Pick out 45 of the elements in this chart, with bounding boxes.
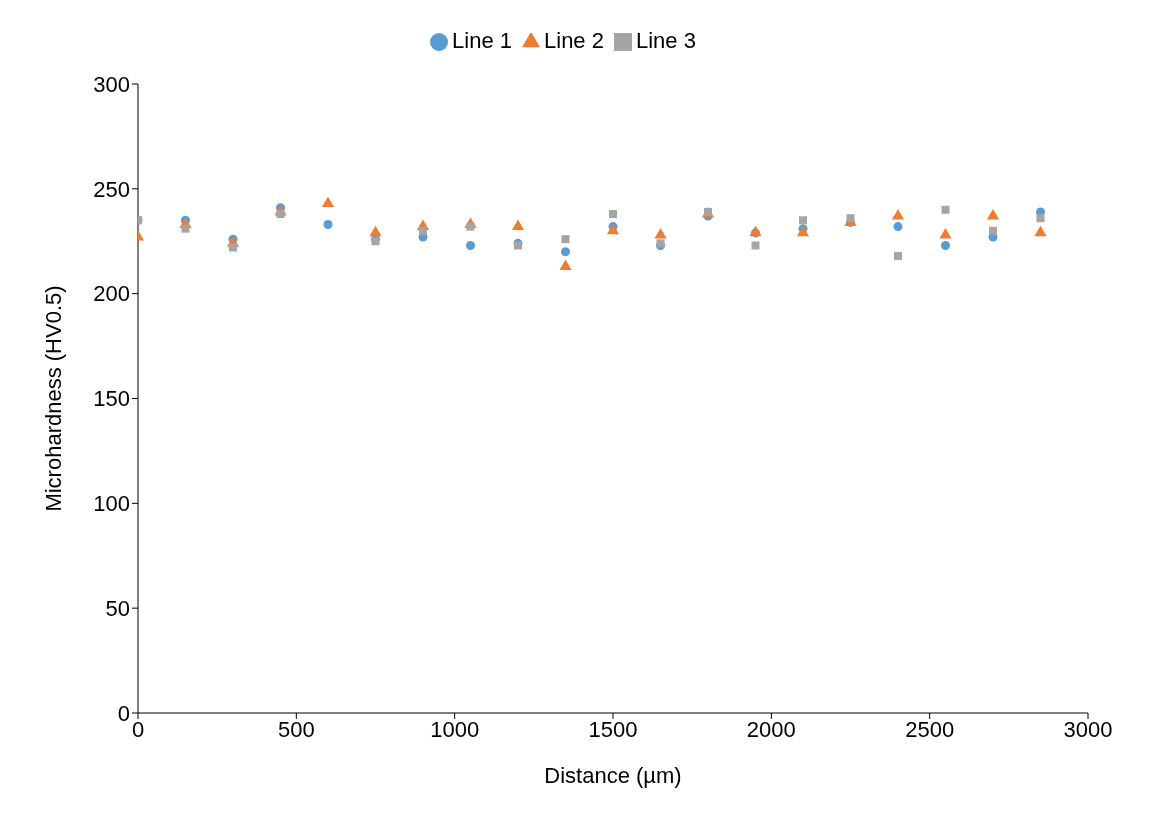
x-tick-label: 1000 [430,716,480,742]
y-tick-label: 100 [93,491,130,517]
y-tick-label: 150 [93,386,130,412]
point [941,205,950,214]
y-tick-label: 50 [105,595,130,621]
x-tick-label: 2000 [746,716,796,742]
point [894,251,902,260]
point [511,219,525,231]
x-tick-label: 500 [277,716,315,742]
point [465,240,476,250]
point [989,226,997,235]
point [940,240,951,250]
point [369,225,382,237]
legend-label: Line 2 [544,28,604,53]
point [560,247,571,257]
y-axis-title: Microhardness (HV0.5) [40,285,66,512]
x-tick-label: 2500 [905,716,955,742]
point [939,227,952,239]
point [321,196,335,208]
y-tick-label: 200 [93,281,130,307]
x-axis-title: Distance (µm) [544,763,682,788]
point [986,209,1000,220]
point [561,235,570,244]
y-tick-label: 300 [93,71,130,97]
point [323,219,333,229]
point [893,222,903,232]
point [751,241,760,250]
point [181,224,190,233]
point [419,226,427,235]
point [1036,214,1045,223]
y-tick-label: 250 [93,176,130,202]
point [609,209,617,218]
point [276,209,285,218]
point [799,216,807,225]
point [466,222,475,231]
x-tick-label: 1500 [588,716,638,742]
point [1034,225,1047,237]
legend-label: Line 3 [635,28,696,53]
legend-label: Line 1 [452,28,513,53]
point [559,259,572,270]
point [654,227,667,239]
point [229,243,237,252]
x-tick-label: 3000 [1063,716,1113,742]
point [891,209,905,220]
y-tick-label: 0 [117,700,130,726]
